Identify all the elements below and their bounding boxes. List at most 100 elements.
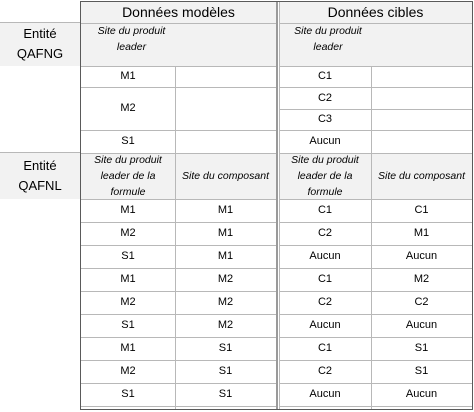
entity-code: QAFNG [16,46,64,61]
grid-line [279,383,472,384]
cell-text: S1 [121,135,135,147]
cell-text: Aucun [405,250,438,262]
cell-text: M2 [120,296,136,308]
qafnl-row-9-target-leader-site: Aucun [279,383,371,406]
qafng-row-m2-model-empty [175,87,276,130]
qafnl-row-6-target-component-site: Aucun [371,314,472,337]
grid-line [279,87,472,88]
grid-line [279,23,472,24]
qafng-row-m2-target-2: C3 [279,109,371,130]
qafnl-row-6-model-leader-site: S1 [81,314,175,337]
qafng-row-m1-model: M1 [81,66,175,87]
qafnl-header-model-component-site: Site du composant [175,153,276,199]
grid-line [81,383,276,384]
qafng-row-m1-model-empty [175,66,276,87]
grid-line [279,406,472,407]
cell-text: C1 [317,204,333,216]
qafnl-row-5-target-leader-site: C2 [279,291,371,314]
qafng-header-target-line1: Site du produit [294,25,362,37]
qafng-row-s1-model-empty [175,130,276,153]
entity-label-qafnl: Entité QAFNL [0,153,80,199]
grid-line [81,222,276,223]
grid-line [279,109,472,110]
qafnl-row-6-model-component-site: M2 [175,314,276,337]
qafng-row-m2-target-2-empty [371,109,472,130]
cell-text: M2 [217,273,234,285]
cell-text: Aucun [309,319,341,331]
header-target-text: Données cibles [327,4,424,20]
grid-line [0,22,80,23]
qafnl-row-5-target-component-site: C2 [371,291,472,314]
qafnl-row-5-model-leader-site: M2 [81,291,175,314]
header-model-data: Données modèles [81,2,276,23]
qafng-row-m2-target-1-empty [371,87,472,109]
qafnl-row-1-model-component-site: M1 [175,199,276,222]
cell-text: Aucun [309,250,341,262]
grid-line [175,66,176,153]
cell-text: C2 [317,227,333,239]
header-line: Site du produit [291,154,359,166]
qafnl-row-7-target-leader-site: C1 [279,337,371,360]
entity-label-qafng: Entité QAFNG [0,22,80,66]
grid-line [81,337,276,338]
cell-text: Aucun [309,388,341,400]
qafng-row-m2-target-1: C2 [279,87,371,109]
cell-text: M1 [120,70,136,82]
qafnl-row-7-model-component-site: S1 [175,337,276,360]
cell-text: C3 [317,113,333,125]
grid-line [81,360,276,361]
header-line: leader de la [297,170,353,182]
grid-line [371,66,372,153]
qafnl-row-6-target-leader-site: Aucun [279,314,371,337]
qafng-header-target-line2: leader [313,41,343,53]
grid-line [0,152,80,153]
cell-text: M2 [120,102,136,114]
header-line: Site du composant [378,170,465,182]
grid-line [81,130,276,131]
header-line: formule [307,186,343,198]
qafnl-row-3-model-component-site: M1 [175,245,276,268]
grid-line [279,130,472,131]
header-line: formule [110,186,146,198]
cell-text: M1 [217,204,234,216]
qafnl-row-4-target-component-site: M2 [371,268,472,291]
grid-line [279,268,472,269]
grid-line [276,1,278,410]
grid-line [279,222,472,223]
grid-line [81,23,276,24]
qafng-header-model-leader-site: Site du produit leader [81,23,276,66]
grid-line [81,87,276,88]
grid-line [81,245,276,246]
cell-text: C2 [317,365,333,377]
qafnl-row-1-target-component-site: C1 [371,199,472,222]
cell-text: M1 [120,204,136,216]
cell-text: M2 [217,296,234,308]
header-line: Site du composant [182,170,269,182]
cell-text: M1 [217,250,234,262]
qafnl-row-1-model-leader-site: M1 [81,199,175,222]
qafnl-row-3-model-leader-site: S1 [81,245,175,268]
grid-line [279,337,472,338]
qafnl-row-9-model-component-site: S1 [175,383,276,406]
qafng-header-model-line2: leader [116,41,147,53]
cell-text: C2 [414,296,429,308]
qafnl-header-target-leader-site: Site du produit leader de la formule [279,153,371,199]
cell-text: Aucun [309,135,341,147]
qafnl-row-9-target-component-site: Aucun [371,383,472,406]
qafng-row-s1-target-empty [371,130,472,153]
cell-text: M2 [120,227,136,239]
cell-text: M2 [217,319,234,331]
qafng-row-m2-model: M2 [81,87,175,130]
grid-line [81,406,276,407]
qafng-row-s1-target: Aucun [279,130,371,153]
qafnl-row-4-target-leader-site: C1 [279,268,371,291]
cell-text: C1 [317,70,333,82]
qafnl-row-8-model-component-site: S1 [175,360,276,383]
qafnl-header-target-component-site: Site du composant [371,153,472,199]
entity-label-line1: Entité [23,158,57,173]
qafnl-row-2-model-component-site: M1 [175,222,276,245]
qafnl-row-4-model-component-site: M2 [175,268,276,291]
qafnl-row-5-model-component-site: M2 [175,291,276,314]
qafnl-row-9-model-leader-site: S1 [81,383,175,406]
grid-line [279,153,472,154]
